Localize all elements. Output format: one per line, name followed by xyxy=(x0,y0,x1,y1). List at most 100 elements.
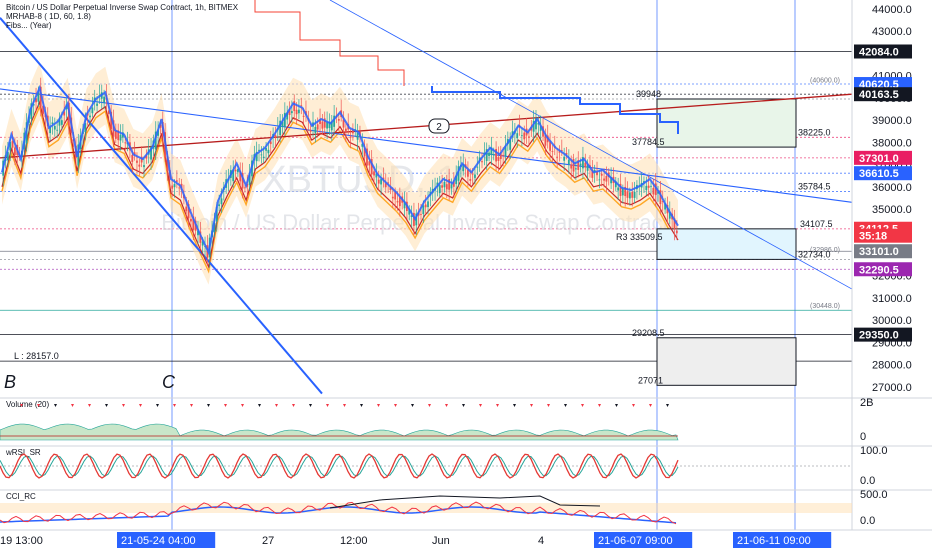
candle-body xyxy=(363,148,366,157)
candle-body xyxy=(63,111,66,116)
time-tick-label: 4 xyxy=(538,535,544,547)
zone-box-gray xyxy=(656,337,797,386)
candle-body xyxy=(35,98,37,103)
candle-body xyxy=(246,183,249,187)
candle-body xyxy=(396,201,399,203)
pane-tick-label: 100.0 xyxy=(860,445,888,457)
candle-body xyxy=(445,184,448,190)
candle-body xyxy=(403,201,406,209)
candle-body xyxy=(438,185,441,194)
price-tick-label: 35000.0 xyxy=(872,204,912,216)
candle-body xyxy=(621,188,624,196)
candle-body xyxy=(349,136,352,138)
candle-body xyxy=(427,201,429,208)
candle-body xyxy=(32,104,35,106)
candle-body xyxy=(215,207,218,222)
volume-marker xyxy=(445,404,448,407)
candle-body xyxy=(521,135,523,137)
candle-body xyxy=(626,191,629,198)
price-badge xyxy=(854,166,912,181)
candle-body xyxy=(150,146,152,160)
candle-body xyxy=(394,191,397,200)
candle-body xyxy=(185,206,188,212)
candle-body xyxy=(279,120,282,136)
candle-body xyxy=(333,115,336,127)
candle-body xyxy=(290,111,293,114)
candle-body xyxy=(384,183,387,188)
volume-marker xyxy=(530,404,533,407)
candle-body xyxy=(631,191,634,198)
volume-marker xyxy=(241,404,244,407)
pane-tick-label: 2B xyxy=(860,397,873,409)
candle-body xyxy=(30,103,33,119)
candle-body xyxy=(490,147,493,156)
candle-body xyxy=(504,145,507,157)
candle-body xyxy=(295,109,298,115)
pane-tick-label: 0 xyxy=(860,431,866,443)
trendline-blue-steep xyxy=(0,17,323,395)
candle-body xyxy=(192,216,195,231)
candle-body xyxy=(213,222,216,233)
candle-body xyxy=(570,164,573,169)
candle-body xyxy=(274,135,277,139)
candle-body xyxy=(467,169,469,177)
price-tick-label: 38000.0 xyxy=(872,137,912,149)
volume-marker xyxy=(54,404,57,407)
candle-body xyxy=(523,132,526,140)
candle-body xyxy=(6,152,9,161)
price-tick-label: 43000.0 xyxy=(872,26,912,38)
level-label: (32986.0) xyxy=(810,247,840,254)
candle-body xyxy=(281,121,284,127)
candle-body xyxy=(267,149,270,154)
candle-body xyxy=(422,205,425,215)
level-label: (40600.0) xyxy=(810,77,840,84)
trendline-blue-thin xyxy=(329,0,853,290)
candle-body xyxy=(485,149,488,161)
candle-body xyxy=(584,162,587,168)
cci-band xyxy=(0,503,852,513)
candle-body xyxy=(321,121,324,129)
candle-body xyxy=(558,151,561,153)
candle-body xyxy=(91,107,94,114)
volume-marker xyxy=(598,404,601,407)
level-label: 37784.5 xyxy=(632,137,665,147)
candle-body xyxy=(119,134,122,141)
candle-body xyxy=(603,178,605,181)
price-badge xyxy=(854,262,912,277)
volume-marker xyxy=(224,404,227,407)
candle-body xyxy=(628,192,631,199)
time-axis-bg xyxy=(0,530,932,550)
candle-body xyxy=(495,149,497,162)
candle-body xyxy=(497,157,500,161)
candle-body xyxy=(234,169,237,172)
candle-body xyxy=(452,181,455,187)
volume-marker xyxy=(564,404,567,407)
pane-title: wRSI_SR xyxy=(5,448,41,457)
candle-body xyxy=(201,241,204,246)
candle-body xyxy=(413,212,415,226)
price-badge xyxy=(854,44,912,59)
candle-body xyxy=(377,179,380,184)
time-tick-label: Jun xyxy=(432,535,450,547)
candle-body xyxy=(241,172,244,189)
candle-body xyxy=(502,154,505,156)
candle-body xyxy=(42,105,44,114)
candle-body xyxy=(610,177,613,184)
candle-body xyxy=(370,159,373,175)
candle-body xyxy=(265,147,267,151)
candle-body xyxy=(96,103,98,106)
candle-body xyxy=(344,128,347,132)
time-badge xyxy=(733,532,832,548)
zone-box-blue xyxy=(656,228,797,260)
candle-body xyxy=(673,218,676,230)
volume-marker xyxy=(88,404,91,407)
candle-body xyxy=(516,133,519,139)
candle-body xyxy=(352,129,354,134)
candle-body xyxy=(58,118,61,126)
volume-marker xyxy=(207,404,210,407)
candle-body xyxy=(337,119,340,121)
candle-body xyxy=(356,132,359,140)
candle-body xyxy=(300,105,303,107)
